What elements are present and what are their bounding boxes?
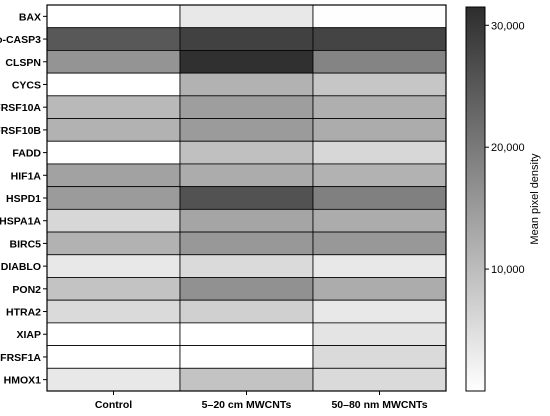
column-label: 50–80 nm MWCNTs xyxy=(331,399,427,411)
heatmap-cell xyxy=(46,231,181,256)
colorbar-ticks: 10,000 20,000 30,000 xyxy=(485,20,525,276)
heatmap-cell xyxy=(179,186,314,210)
row-label: TNFRSF1A xyxy=(0,352,41,364)
heatmap-cell xyxy=(46,163,181,188)
heatmap-cell xyxy=(179,345,314,369)
heatmap-cell xyxy=(46,345,181,369)
colorbar-title: Mean pixel density xyxy=(529,153,541,245)
heatmap-cell xyxy=(46,299,181,324)
heatmap-cell xyxy=(46,367,181,392)
colorbar-tick-label: 30,000 xyxy=(491,20,525,32)
heatmap-cell xyxy=(46,277,181,301)
row-label: BAX xyxy=(19,11,41,23)
colorbar-tick-label: 20,000 xyxy=(491,142,525,154)
heatmap-cell xyxy=(312,254,447,278)
heatmap-cell xyxy=(46,4,181,29)
row-label: CYCS xyxy=(12,79,41,91)
heatmap-cell xyxy=(312,299,447,324)
colorbar-gradient xyxy=(465,6,486,392)
heatmap-cell xyxy=(179,140,314,165)
heatmap-cell xyxy=(46,27,181,51)
heatmap-cell xyxy=(179,277,314,301)
heatmap-cell xyxy=(312,27,447,51)
row-label: HMOX1 xyxy=(4,375,42,387)
heatmap-cell xyxy=(46,322,181,346)
column-label: 5–20 cm MWCNTs xyxy=(202,399,292,411)
heatmap-cell xyxy=(46,95,181,119)
row-label: HSPD1 xyxy=(6,193,41,205)
heatmap-cell xyxy=(46,186,181,210)
heatmap-cell xyxy=(312,277,447,301)
column-labels: Control 5–20 cm MWCNTs 50–80 nm MWCNTs xyxy=(95,391,428,411)
heatmap-cell xyxy=(46,208,181,233)
row-label: CLSPN xyxy=(5,57,41,69)
row-label: PON2 xyxy=(12,284,41,296)
heatmap-cell xyxy=(179,95,314,119)
column-label: Control xyxy=(95,399,132,411)
colorbar-tick-label: 10,000 xyxy=(491,264,525,276)
row-label: BIRC5 xyxy=(9,238,41,250)
row-label: TNFRSF10A xyxy=(0,102,41,114)
heatmap-cell xyxy=(179,231,314,256)
heatmap-cell xyxy=(46,72,181,97)
row-label: FADD xyxy=(12,148,41,160)
heatmap-cell xyxy=(46,118,181,142)
heatmap-cells xyxy=(46,4,447,392)
row-label: HSPA1A xyxy=(0,216,41,228)
heatmap-cell xyxy=(46,254,181,278)
heatmap-cell xyxy=(312,4,447,29)
colorbar: 10,000 20,000 30,000 Mean pixel density xyxy=(465,6,541,392)
heatmap-cell xyxy=(179,118,314,142)
row-label: HIF1A xyxy=(11,170,42,182)
heatmap-cell xyxy=(179,50,314,74)
row-label: pro-CASP3 xyxy=(0,34,41,46)
heatmap-cell xyxy=(312,72,447,97)
heatmap-cell xyxy=(179,299,314,324)
heatmap-cell xyxy=(312,186,447,210)
heatmap-cell xyxy=(179,4,314,29)
heatmap-cell xyxy=(46,50,181,74)
heatmap-cell xyxy=(312,367,447,392)
heatmap-cell xyxy=(179,254,314,278)
row-label: XIAP xyxy=(16,329,41,341)
heatmap-cell xyxy=(312,208,447,233)
row-labels: BAX pro-CASP3 CLSPN CYCS TNFRSF10A TNFRSF10B F… xyxy=(0,11,47,387)
heatmap-cell xyxy=(312,231,447,256)
heatmap-cell xyxy=(312,95,447,119)
row-label: HTRA2 xyxy=(6,307,41,319)
heatmap-cell xyxy=(312,163,447,188)
heatmap-cell xyxy=(179,27,314,51)
row-label: DIABLO xyxy=(1,261,41,273)
row-label: TNFRSF10B xyxy=(0,125,41,137)
heatmap-cell xyxy=(179,322,314,346)
heatmap-cell xyxy=(312,345,447,369)
heatmap-cell xyxy=(179,72,314,97)
heatmap-cell xyxy=(312,118,447,142)
heatmap-cell xyxy=(179,163,314,188)
heatmap-cell xyxy=(179,208,314,233)
heatmap-cell xyxy=(179,367,314,392)
heatmap-cell xyxy=(312,322,447,346)
heatmap-cell xyxy=(312,50,447,74)
heatmap-cell xyxy=(46,140,181,165)
heatmap-cell xyxy=(312,140,447,165)
